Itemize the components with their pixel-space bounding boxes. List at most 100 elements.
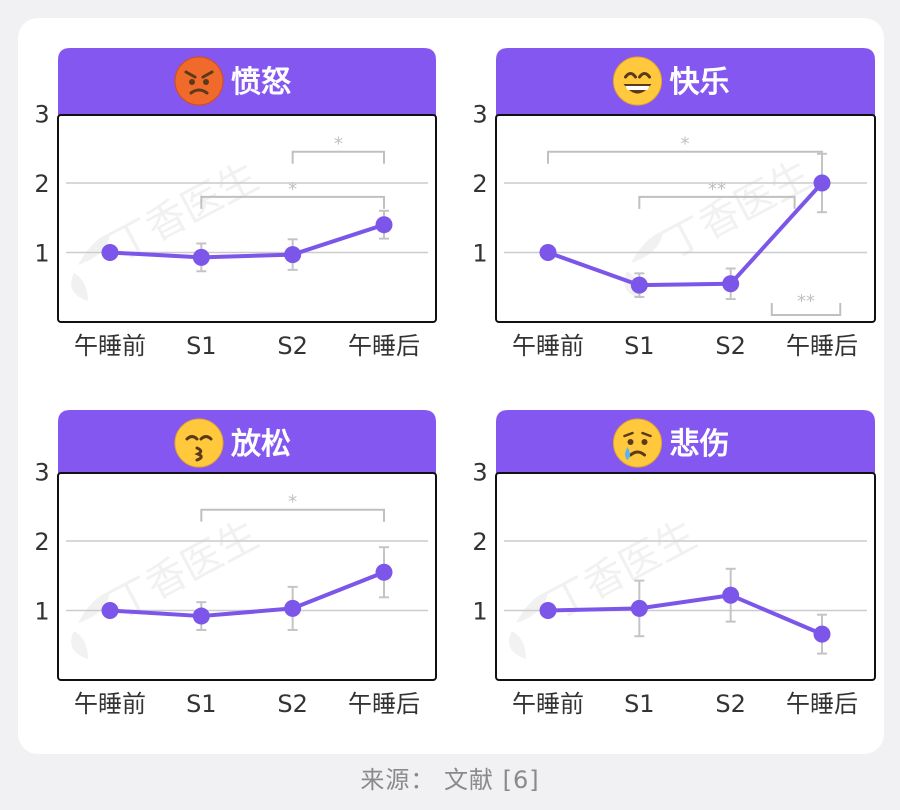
significance-bracket	[770, 303, 842, 317]
emoji-eye	[185, 435, 199, 441]
watermark-leaf-icon	[631, 231, 663, 263]
emoji-eye	[624, 72, 637, 79]
x-tick-label: 午睡后	[786, 690, 858, 718]
emoji-brow	[623, 431, 634, 438]
emoji-mouth	[194, 446, 203, 462]
data-point	[375, 216, 393, 234]
crying-face-emoji	[613, 418, 662, 468]
x-tick-label: S1	[624, 332, 655, 360]
x-tick-label: 午睡后	[348, 332, 420, 360]
emoji-eye	[641, 439, 648, 445]
data-point	[539, 602, 557, 619]
x-tick-label: 午睡前	[512, 690, 584, 718]
panel-header	[58, 410, 436, 479]
y-tick-label: 3	[34, 101, 49, 129]
significance-label: *	[681, 134, 690, 155]
data-point	[101, 244, 119, 261]
y-tick-label: 3	[472, 101, 487, 129]
series-line	[547, 181, 824, 288]
emoji-brow	[641, 431, 652, 438]
y-tick-label: 2	[472, 170, 487, 198]
data-point	[101, 602, 119, 619]
panel-header	[496, 410, 875, 479]
data-point	[192, 248, 210, 266]
panel-header	[496, 48, 875, 121]
emoji-tear	[625, 447, 630, 460]
panel-header	[58, 48, 436, 121]
data-point	[539, 244, 557, 261]
watermark-leaf-icon	[71, 273, 88, 301]
series-line	[109, 222, 385, 260]
chart-title: 悲伤	[670, 427, 730, 462]
y-tick-label: 1	[472, 598, 487, 626]
chart-title: 愤怒	[231, 65, 291, 100]
data-point	[630, 276, 648, 294]
emoji-teeth	[625, 86, 650, 90]
data-point	[813, 174, 831, 192]
data-point	[192, 607, 210, 625]
x-tick-label: S1	[186, 332, 217, 360]
y-tick-label: 3	[34, 459, 49, 487]
emoji-face	[613, 418, 662, 468]
significance-label: **	[797, 291, 815, 312]
emoji-eye	[203, 79, 209, 85]
x-tick-label: S2	[277, 690, 308, 718]
grinning-face-emoji	[613, 56, 662, 106]
plot-area	[495, 114, 876, 323]
y-tick-label: 2	[34, 528, 49, 556]
significance-bracket	[638, 195, 796, 209]
emoji-eye	[189, 79, 195, 85]
significance-label: *	[288, 179, 297, 200]
y-tick-label: 1	[34, 598, 49, 626]
x-tick-label: 午睡后	[786, 332, 858, 360]
significance-label: *	[334, 134, 343, 155]
significance-bracket	[200, 508, 385, 522]
plot-area	[495, 472, 876, 681]
emoji-eye	[199, 435, 213, 441]
data-point	[722, 275, 740, 293]
data-point	[284, 246, 302, 264]
x-tick-label: 午睡后	[348, 690, 420, 718]
emoji-mouth	[189, 88, 209, 95]
watermark-leaf-icon	[516, 591, 548, 623]
y-tick-label: 1	[472, 240, 487, 268]
data-point	[284, 599, 302, 617]
x-tick-label: S1	[186, 690, 217, 718]
y-tick-label: 2	[472, 528, 487, 556]
watermark-leaf-icon	[71, 631, 88, 659]
chart-title: 快乐	[670, 65, 730, 100]
y-tick-label: 1	[34, 240, 49, 268]
x-tick-label: 午睡前	[74, 332, 146, 360]
watermark-leaf-icon	[509, 631, 526, 659]
data-point	[813, 625, 831, 643]
significance-bracket	[200, 195, 385, 209]
significance-label: *	[288, 492, 297, 513]
plot-area	[57, 472, 437, 681]
kissing-face-emoji	[174, 418, 224, 468]
emoji-brow	[184, 70, 197, 79]
emoji-face	[174, 418, 224, 468]
emoji-eye	[627, 439, 634, 445]
x-tick-label: S2	[277, 332, 308, 360]
x-tick-label: S2	[715, 690, 746, 718]
data-point	[630, 599, 648, 617]
watermark-leaf-icon	[78, 233, 110, 265]
x-tick-label: 午睡前	[512, 332, 584, 360]
data-point	[722, 586, 740, 604]
emoji-mouth	[629, 450, 646, 457]
emoji-face	[174, 56, 224, 106]
source-caption: 来源： 文献 [6]	[360, 766, 540, 794]
series-line	[109, 570, 385, 619]
emoji-eye	[638, 72, 651, 79]
y-tick-label: 2	[34, 170, 49, 198]
plot-area	[57, 114, 437, 323]
x-tick-label: S2	[715, 332, 746, 360]
watermark-leaf-icon	[78, 591, 110, 623]
x-tick-label: 午睡前	[74, 690, 146, 718]
angry-face-emoji	[174, 56, 224, 106]
significance-bracket	[291, 150, 385, 164]
